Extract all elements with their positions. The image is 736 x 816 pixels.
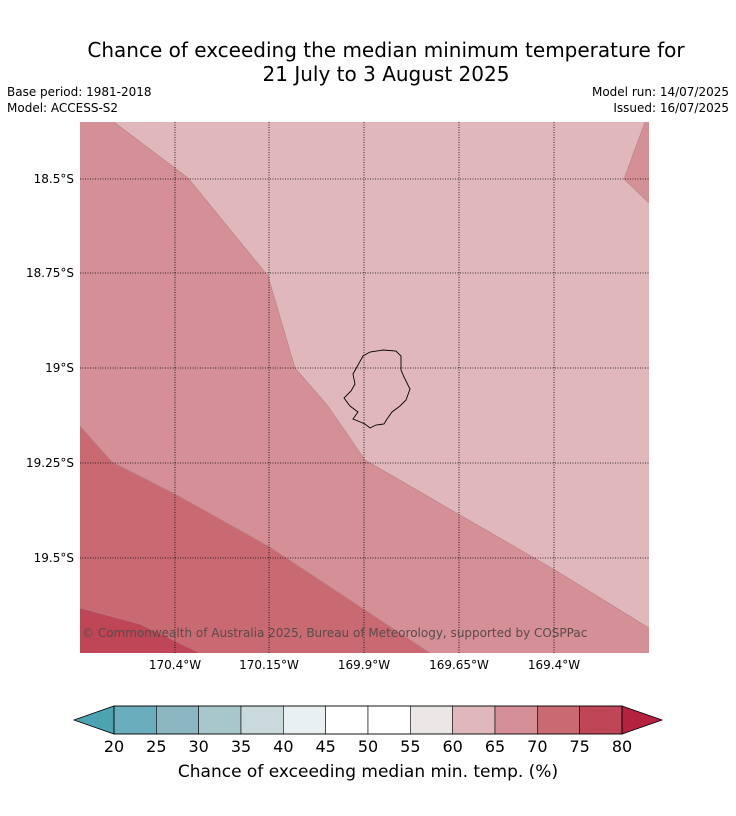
- colorbar-over-arrow: [621, 705, 664, 735]
- title-line-2: 21 July to 3 August 2025: [262, 62, 510, 86]
- colorbar-tick-label: 50: [357, 737, 379, 756]
- band-65-70-corner: [624, 122, 649, 203]
- colorbar-tick-label: 75: [569, 737, 590, 756]
- band-75-80: [80, 608, 200, 653]
- colorbar-segments: [113, 705, 623, 735]
- longitude-label: 170.15°W: [239, 658, 299, 672]
- colorbar-segment: [410, 705, 453, 735]
- colorbar-label: Chance of exceeding median min. temp. (%…: [177, 762, 559, 782]
- meta-right: Model run: 14/07/2025 Issued: 16/07/2025: [592, 84, 729, 116]
- colorbar-segment: [283, 705, 326, 735]
- issued-date: Issued: 16/07/2025: [613, 101, 729, 115]
- colorbar-segment: [198, 705, 242, 735]
- longitude-label: 169.4°W: [527, 658, 581, 672]
- colorbar-tick-label: 55: [400, 737, 421, 756]
- graticule: [80, 122, 649, 653]
- colorbar-tick-label: 35: [230, 737, 252, 756]
- meta-left: Base period: 1981-2018 Model: ACCESS-S2: [7, 84, 152, 116]
- colorbar-segment: [325, 705, 369, 735]
- latitude-label: 19°S: [45, 361, 74, 375]
- latitude-label: 19.25°S: [26, 456, 74, 470]
- longitude-label: 169.9°W: [337, 658, 391, 672]
- niue-island-outline: [343, 349, 411, 429]
- colorbar-tick-label: 45: [315, 737, 336, 756]
- colorbar-segment: [240, 705, 284, 735]
- map-title: Chance of exceeding the median minimum t…: [0, 38, 736, 86]
- model-name: Model: ACCESS-S2: [7, 101, 119, 115]
- colorbar-segment: [494, 705, 538, 735]
- copyright-notice: © Commonwealth of Australia 2025, Bureau…: [82, 626, 587, 640]
- colorbar-segment: [579, 705, 623, 735]
- colorbar-segment: [367, 705, 411, 735]
- latitude-label: 19.5°S: [33, 551, 74, 565]
- band-70-75: [80, 426, 430, 653]
- colorbar-tick-label: 20: [103, 737, 125, 756]
- colorbar-under-arrow: [72, 705, 115, 735]
- colorbar-tick-label: 25: [146, 737, 167, 756]
- colorbar: [72, 705, 664, 735]
- colorbar-tick-label: 30: [188, 737, 209, 756]
- latitude-label: 18.5°S: [33, 172, 74, 186]
- colorbar-segment: [156, 705, 199, 735]
- title-line-1: Chance of exceeding the median minimum t…: [87, 38, 685, 62]
- colorbar-tick-label: 40: [273, 737, 294, 756]
- colorbar-tick-label: 65: [484, 737, 506, 756]
- longitude-label: 169.65°W: [429, 658, 489, 672]
- colorbar-segment: [537, 705, 580, 735]
- contour-lines: [80, 122, 649, 653]
- longitude-label: 170.4°W: [148, 658, 202, 672]
- model-run: Model run: 14/07/2025: [591, 85, 729, 99]
- map-area: © Commonwealth of Australia 2025, Bureau…: [80, 122, 649, 653]
- colorbar-segment: [113, 705, 157, 735]
- latitude-label: 18.75°S: [26, 266, 74, 280]
- colorbar-tick-label: 60: [442, 737, 463, 756]
- base-period: Base period: 1981-2018: [7, 85, 152, 99]
- colorbar-tick-label: 80: [611, 737, 633, 756]
- colorbar-tick-label: 70: [527, 737, 548, 756]
- colorbar-frame: [113, 705, 623, 735]
- colorbar-segment: [452, 705, 496, 735]
